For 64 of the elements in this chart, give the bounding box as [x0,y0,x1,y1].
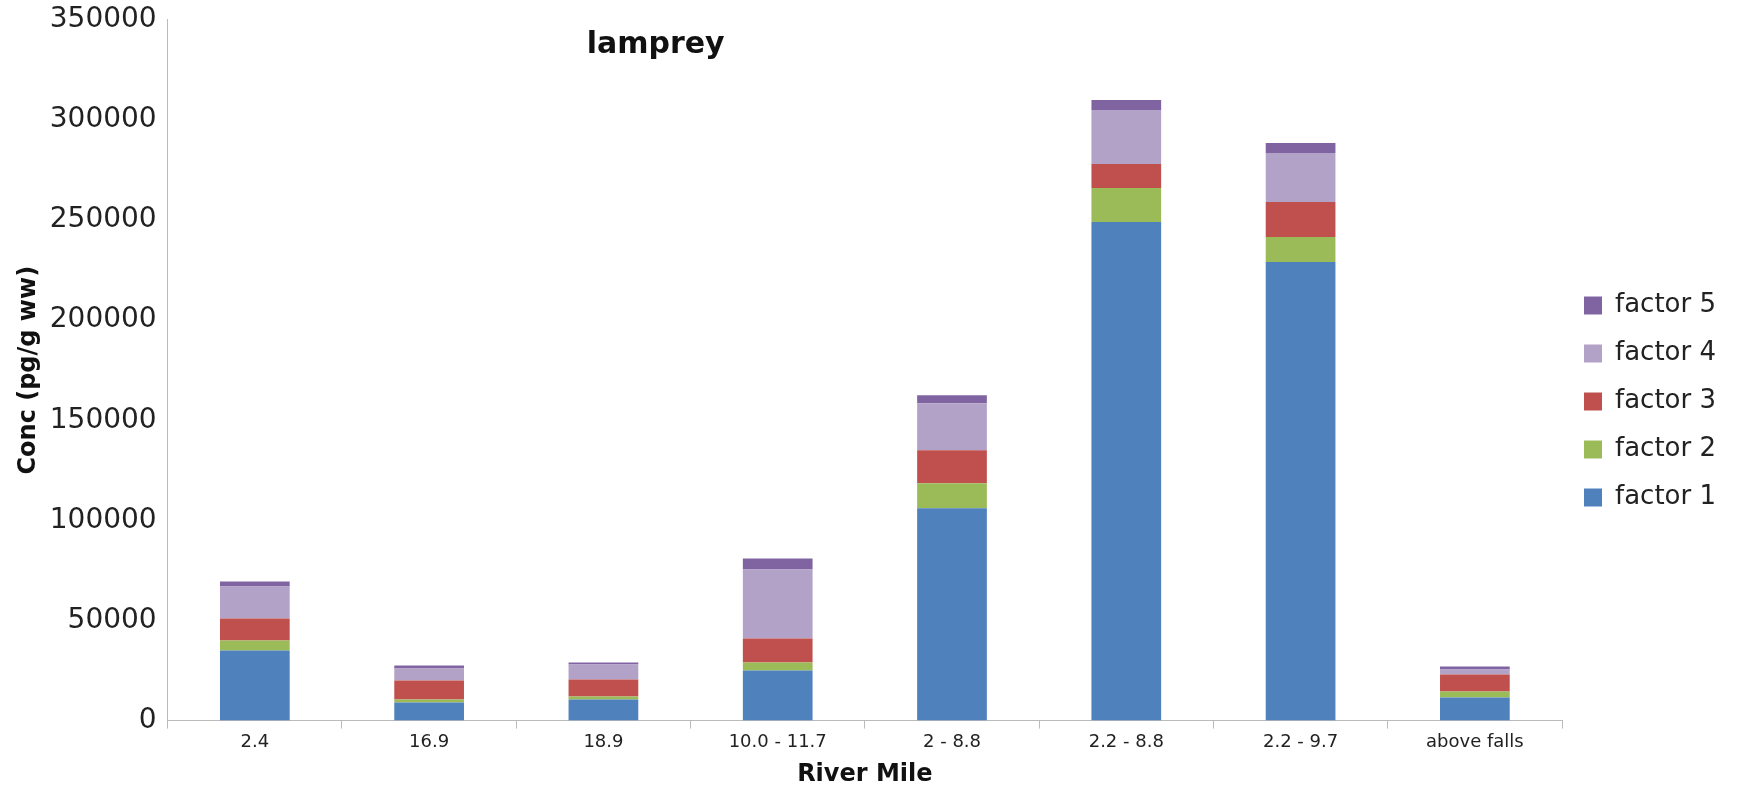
bar [742,638,813,663]
bar [394,702,464,721]
bar [568,679,639,697]
x-tick-label: above falls [1426,730,1524,752]
bar [219,650,290,721]
y-tick-label: 250000 [49,201,157,235]
y-tick-label: 300000 [49,101,157,135]
bar [1440,691,1510,698]
legend-label: factor 2 [1615,432,1717,463]
bar [917,450,987,484]
x-tick-label: 10.0 - 11.7 [728,730,827,752]
bar [1265,142,1336,153]
y-tick-label: 200000 [49,301,157,335]
bar [1091,187,1162,223]
bar [568,664,639,680]
bar [394,668,464,681]
y-tick-label: 150000 [49,401,157,435]
y-tick-label: 100000 [49,501,157,535]
bar [1091,222,1162,721]
bar [742,558,813,570]
y-tick-label: 350000 [49,1,157,35]
bar [917,508,987,721]
x-axis-title: River Mile [797,758,933,787]
bar [1091,99,1162,110]
x-tick-label: 2.4 [240,730,270,752]
x-tick-label: 2.2 - 8.8 [1088,730,1164,752]
legend-label: factor 1 [1615,480,1717,511]
bar [1440,666,1510,670]
bar [394,680,464,700]
bar [219,618,290,641]
y-tick-label: 0 [138,701,157,735]
bar [917,483,987,509]
bar [742,662,813,671]
bar [1265,262,1336,721]
bar [1091,109,1162,164]
bar [219,640,290,651]
x-tick-label: 18.9 [583,730,624,752]
chart-title: lamprey [586,24,726,60]
legend-label: factor 5 [1615,288,1717,319]
bar [1265,152,1336,203]
bar [917,395,987,404]
bar [917,403,987,451]
bar [1091,163,1162,188]
bar [742,569,813,639]
y-axis-title: Conc (pg/g ww) [12,265,41,475]
bar [1440,697,1510,721]
x-tick-label: 16.9 [409,730,450,752]
bar [568,662,639,665]
bar [568,696,639,700]
bar [219,586,290,619]
x-tick-label: 2 - 8.8 [922,730,982,752]
legend-label: factor 4 [1615,336,1717,367]
bar [568,699,639,721]
bar [1440,674,1510,692]
bar [1440,669,1510,675]
legend-label: factor 3 [1615,384,1717,415]
bar [394,699,464,703]
x-tick-label: 2.2 - 9.7 [1262,730,1339,752]
bar [219,581,290,587]
bar [394,665,464,669]
bar [742,670,813,721]
bar [1265,237,1336,263]
y-tick-label: 50000 [67,601,157,635]
bar [1265,202,1336,238]
